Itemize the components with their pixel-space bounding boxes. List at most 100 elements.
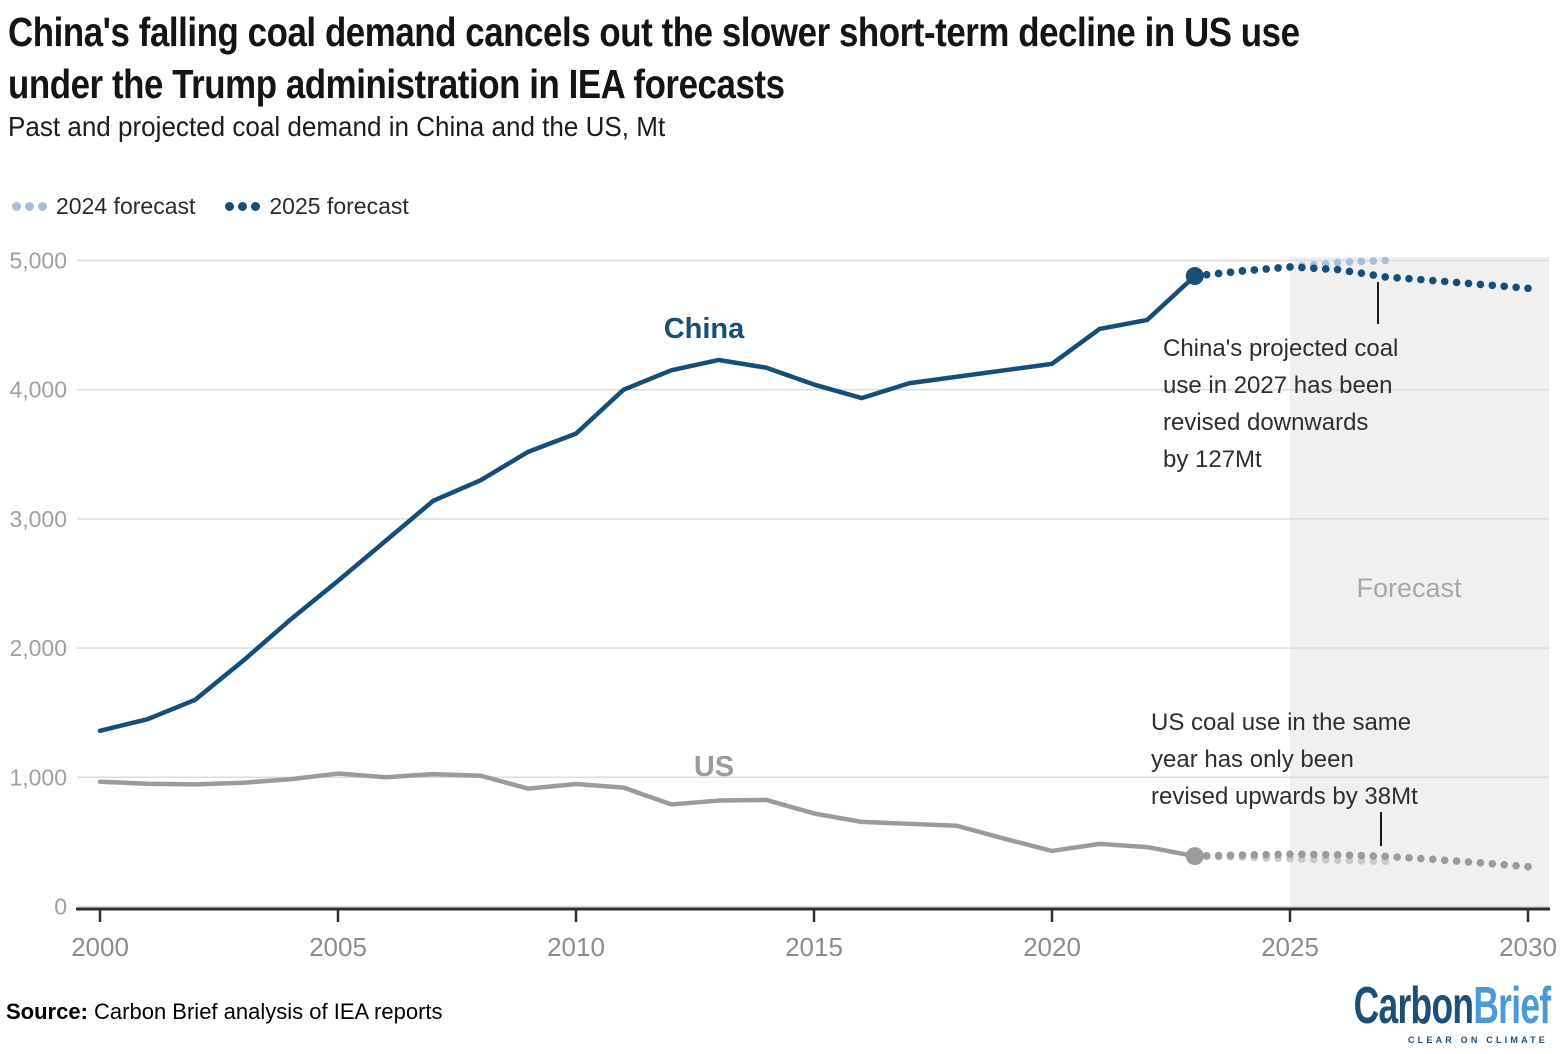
legend-item-2024-forecast: 2024 forecast <box>12 193 195 220</box>
forecast-dot <box>1512 283 1520 292</box>
forecast-dot <box>1202 852 1211 860</box>
x-tick-label: 2025 <box>1261 932 1319 962</box>
forecast-dot <box>1464 279 1473 288</box>
forecast-dot <box>1345 267 1354 276</box>
forecast-dot <box>1381 852 1389 861</box>
annotation-china-revision: China's projected coal use in 2027 has b… <box>1163 330 1398 478</box>
chart-title-line-1: China's falling coal demand cancels out … <box>8 9 1300 55</box>
forecast-dot <box>1345 851 1354 860</box>
forecast-dot <box>1250 266 1259 274</box>
forecast-dot <box>1202 270 1211 279</box>
y-tick-label: 2,000 <box>9 635 67 661</box>
x-tick-label: 2005 <box>309 932 367 962</box>
chart-title: China's falling coal demand cancels out … <box>8 6 1528 110</box>
carbonbrief-logo: CarbonBrief <box>1353 977 1551 1035</box>
annotation-china-line: China's projected coal <box>1163 335 1399 362</box>
forecast-dot <box>1250 851 1259 859</box>
series-line-us <box>97 771 1198 859</box>
forecast-dot <box>1238 851 1247 859</box>
forecast-dot <box>1488 281 1497 290</box>
y-tick-label: 3,000 <box>9 506 67 532</box>
forecast-dot <box>1226 268 1235 276</box>
chart-title-line-2: under the Trump administration in IEA fo… <box>8 61 785 107</box>
endpoint-dot <box>1185 847 1204 866</box>
forecast-dot <box>1333 856 1342 865</box>
forecast-dot <box>1369 257 1378 265</box>
forecast-dot <box>1357 257 1366 266</box>
forecast-dot <box>1333 258 1342 267</box>
forecast-dot <box>1274 850 1282 859</box>
forecast-dot <box>1226 851 1235 860</box>
forecast-dot <box>1321 265 1330 273</box>
legend-dots-2024-icon <box>12 202 47 211</box>
legend: 2024 forecast 2025 forecast <box>12 193 409 220</box>
forecast-dot <box>1369 852 1378 860</box>
forecast-dot <box>1262 850 1270 859</box>
annotation-us-line: US coal use in the same <box>1151 709 1412 736</box>
forecast-dot <box>1476 859 1485 867</box>
legend-label-2025-forecast: 2025 forecast <box>269 193 409 219</box>
x-tick-label: 2010 <box>547 932 605 962</box>
forecast-dot <box>1524 862 1532 871</box>
forecast-dot <box>1333 265 1342 274</box>
forecast-dot <box>1393 853 1401 861</box>
annotation-china-line: use in 2027 has been <box>1163 372 1393 399</box>
logo-brief-text: Brief <box>1472 977 1551 1035</box>
forecast-dot <box>1321 850 1330 859</box>
forecast-dot <box>1357 269 1366 278</box>
forecast-band <box>1290 257 1549 908</box>
forecast-dot <box>1345 258 1354 266</box>
forecast-dot <box>1381 273 1389 281</box>
forecast-dot <box>1321 259 1330 268</box>
y-tick-label: 0 <box>54 894 67 920</box>
y-tick-label: 4,000 <box>9 377 67 403</box>
forecast-dot <box>1429 276 1437 285</box>
series-label-us: US <box>694 751 734 783</box>
forecast-dot <box>1429 855 1437 864</box>
forecast-dot <box>1440 856 1449 865</box>
annotation-us-line: revised upwards by 38Mt <box>1151 783 1418 810</box>
legend-item-2025-forecast: 2025 forecast <box>225 193 409 220</box>
forecast-dot <box>1310 850 1318 859</box>
forecast-dot <box>1381 256 1389 265</box>
forecast-dot <box>1238 267 1247 275</box>
forecast-dot <box>1417 854 1425 863</box>
forecast-dot <box>1214 851 1223 860</box>
forecast-dot <box>1369 271 1378 279</box>
annotation-us-revision: US coal use in the same year has only be… <box>1151 704 1418 815</box>
forecast-dot <box>1464 858 1473 866</box>
source-text: Carbon Brief analysis of IEA reports <box>87 999 443 1024</box>
series-label-china: China <box>664 313 745 345</box>
x-tick-label: 2000 <box>71 932 129 962</box>
forecast-dot <box>1512 861 1520 870</box>
chart-subtitle: Past and projected coal demand in China … <box>8 111 666 142</box>
forecast-dot <box>1452 857 1461 865</box>
forecast-dot <box>1286 850 1294 858</box>
forecast-dot <box>1405 854 1413 862</box>
forecast-dot <box>1500 860 1508 869</box>
legend-label-2024-forecast: 2024 forecast <box>56 193 196 219</box>
forecast-dot <box>1405 274 1413 283</box>
forecast-dot <box>1440 277 1449 286</box>
logo-carbon-text: Carbon <box>1353 977 1473 1035</box>
forecast-dot <box>1298 263 1306 272</box>
x-tick-label: 2020 <box>1023 932 1081 962</box>
y-tick-label: 1,000 <box>9 764 67 790</box>
x-tick-label: 2015 <box>785 932 843 962</box>
legend-dots-2025-icon <box>225 202 261 211</box>
forecast-dot <box>1310 264 1318 273</box>
forecast-dot <box>1524 284 1532 293</box>
forecast-dot <box>1452 278 1461 287</box>
forecast-dot <box>1286 263 1294 271</box>
y-tick-label: 5,000 <box>9 248 67 274</box>
annotation-china-line: by 127Mt <box>1163 446 1262 473</box>
logo-tagline: CLEAR ON CLIMATE <box>1407 1035 1548 1045</box>
annotation-us-line: year has only been <box>1151 746 1354 773</box>
forecast-dot <box>1274 264 1282 272</box>
series-line-china <box>97 273 1198 734</box>
forecast-dot <box>1476 280 1485 289</box>
forecast-dot <box>1321 856 1330 864</box>
source-label: Source: <box>6 999 88 1024</box>
forecast-dot <box>1393 274 1401 282</box>
